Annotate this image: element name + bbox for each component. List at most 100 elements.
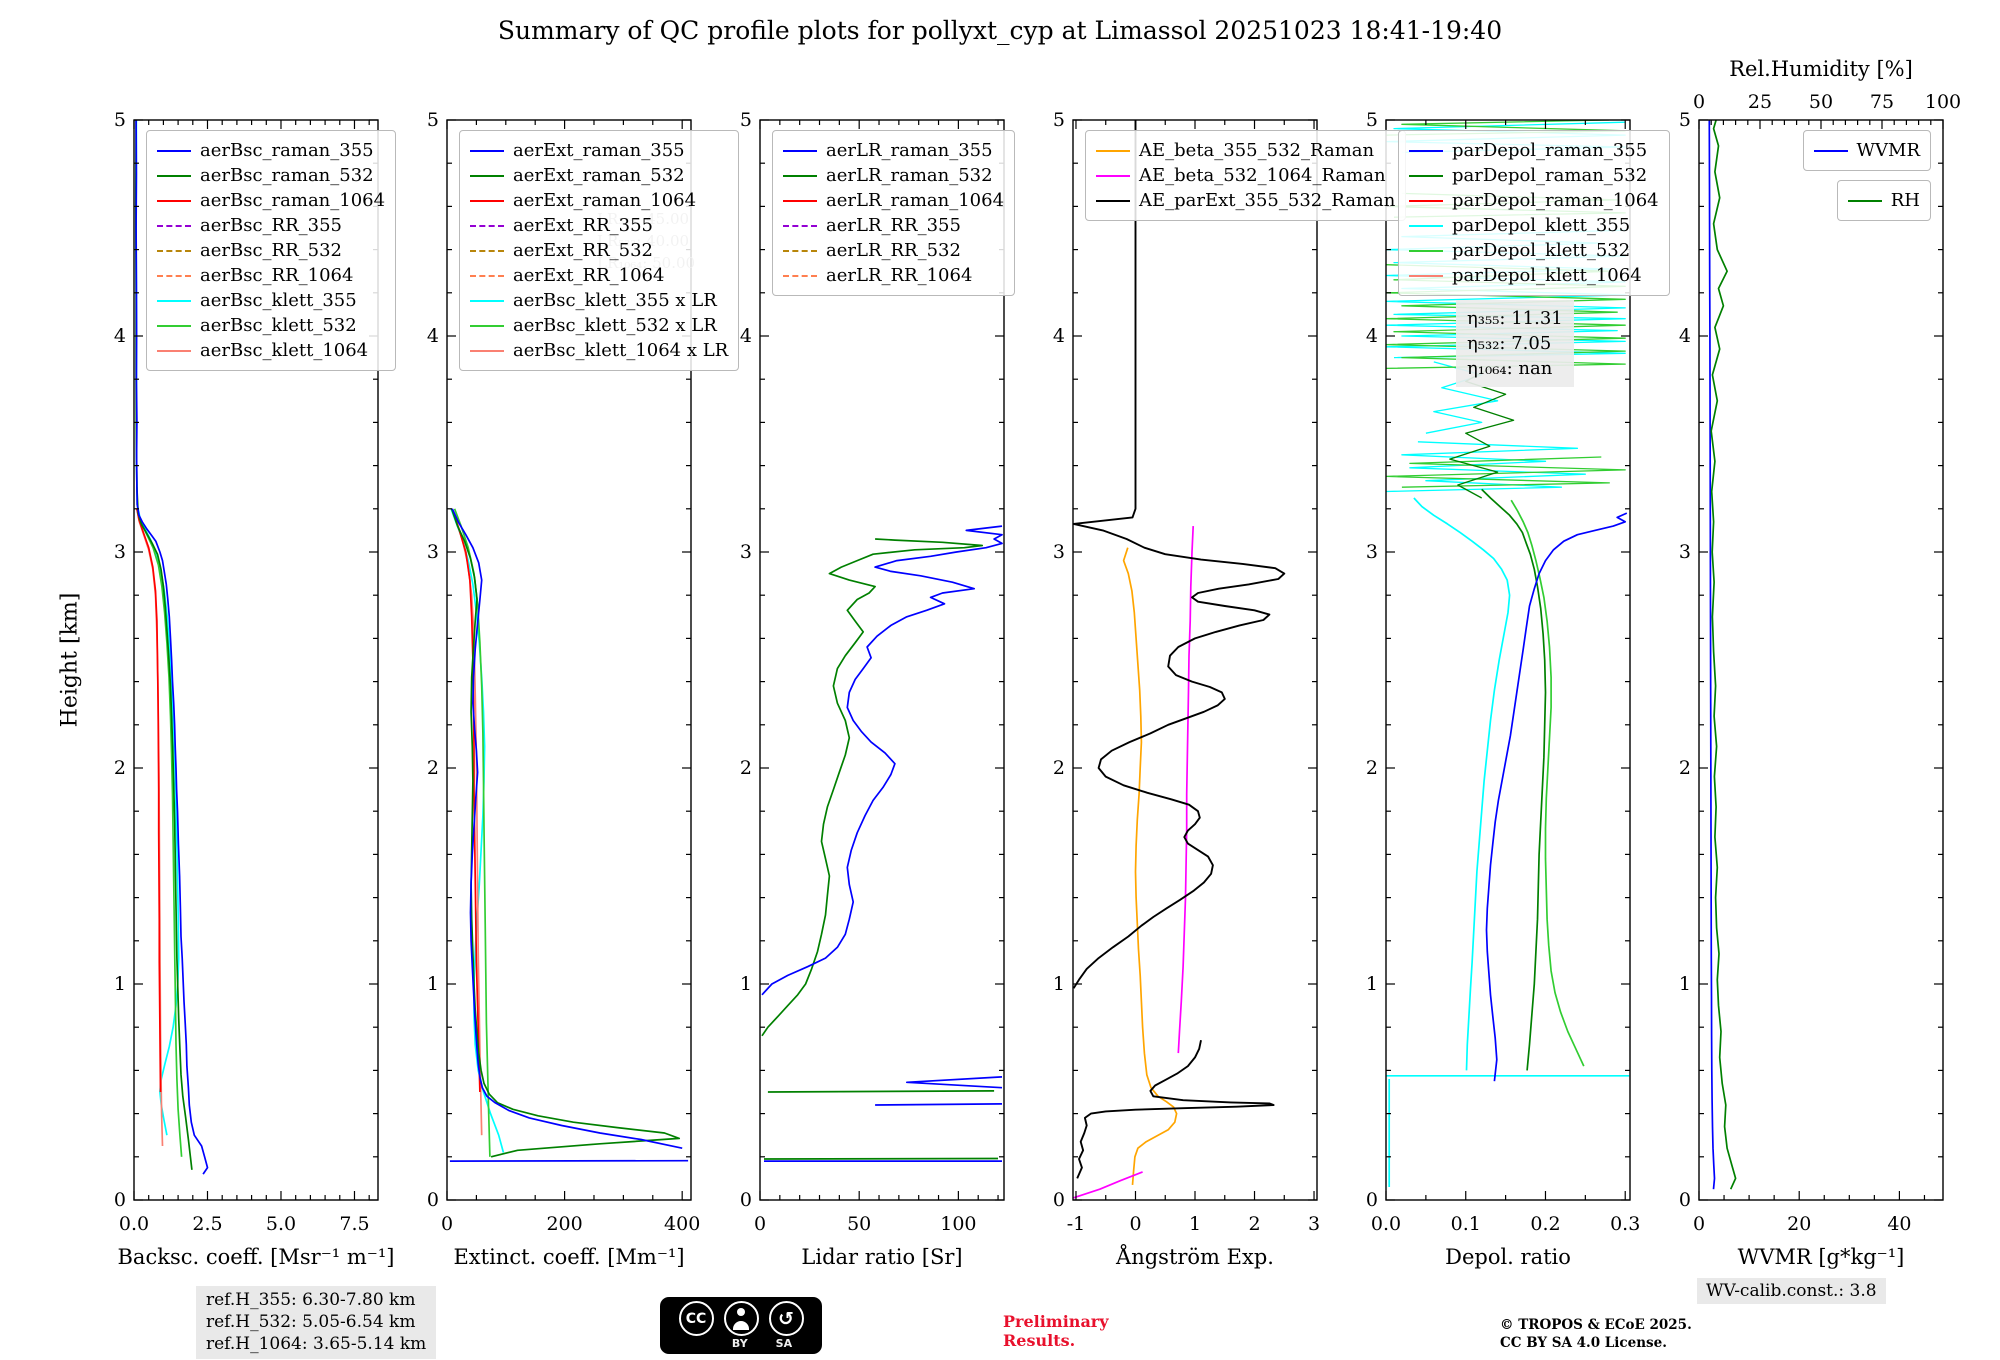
legend-extinction: aerExt_raman_355 aerExt_raman_532 aerExt_r… [459, 130, 740, 371]
svg-text:4: 4 [740, 325, 752, 347]
copyright-note: © TROPOS & ECoE 2025. CC BY SA 4.0 Licen… [1500, 1316, 1692, 1352]
legend-entry: WVMR [1813, 140, 1920, 161]
svg-text:0.0: 0.0 [119, 1213, 149, 1235]
legend-entry: aerBsc_RR_532 [157, 240, 385, 261]
svg-text:50: 50 [847, 1213, 871, 1235]
svg-text:1: 1 [427, 973, 439, 995]
svg-text:0: 0 [754, 1213, 766, 1235]
legend-entry: aerLR_raman_532 [783, 165, 1004, 186]
panel-lidar_ratio-axes [759, 119, 1005, 1201]
svg-text:Ångström Exp.: Ångström Exp. [1115, 1244, 1274, 1269]
legend-entry: aerExt_RR_355 [470, 215, 728, 236]
curve-parDepol_raman_532_noise [1449, 367, 1515, 499]
preliminary-line-2: Results. [1003, 1331, 1076, 1351]
curve-aerExt_raman_1064 [452, 512, 481, 1093]
legend-label: aerExt_raman_532 [513, 165, 685, 186]
cc-license-badge: CC ↺ BY SA [660, 1297, 822, 1354]
legend-line-sample [470, 149, 504, 152]
svg-text:75: 75 [1870, 91, 1894, 113]
legend-entry: parDepol_raman_1064 [1409, 190, 1659, 211]
cc-by-person-icon [723, 1301, 759, 1336]
legend-entry: parDepol_klett_1064 [1409, 265, 1659, 286]
legend-water_vapor-wvmr: WVMR [1802, 130, 1931, 171]
svg-text:5: 5 [1053, 109, 1065, 131]
legend-line-sample [1096, 149, 1130, 152]
legend-line-sample [783, 174, 817, 177]
svg-text:2: 2 [1053, 757, 1065, 779]
legend-line-sample [157, 174, 191, 177]
cc-icon-row: CC ↺ [678, 1301, 804, 1336]
legend-entry: parDepol_raman_355 [1409, 140, 1659, 161]
legend-label: aerBsc_raman_355 [200, 140, 374, 161]
legend-line-sample [1096, 174, 1130, 177]
legend-line-sample [470, 299, 504, 302]
curve-parDepol_raman_355 [1485, 512, 1628, 1082]
legend-line-sample [470, 199, 504, 202]
svg-text:100: 100 [940, 1213, 976, 1235]
legend-line-sample [157, 349, 191, 352]
curve-AE_beta_532_1064_Raman [1073, 1171, 1143, 1199]
panel-angstrom_exponent-axes [1072, 119, 1318, 1201]
svg-text:2: 2 [427, 757, 439, 779]
svg-text:Backsc. coeff. [Msr⁻¹ m⁻¹]: Backsc. coeff. [Msr⁻¹ m⁻¹] [118, 1245, 395, 1269]
svg-text:5.0: 5.0 [266, 1213, 296, 1235]
legend-line-sample [1813, 149, 1848, 152]
svg-text:-1: -1 [1067, 1213, 1086, 1235]
legend-label: aerBsc_klett_532 x LR [513, 315, 717, 336]
svg-text:2: 2 [740, 757, 752, 779]
panel-depolarization-curves [1386, 120, 1630, 1187]
legend-label: parDepol_klett_532 [1452, 240, 1631, 261]
copyright-line-2: CC BY SA 4.0 License. [1500, 1335, 1667, 1352]
svg-text:1: 1 [1053, 973, 1065, 995]
legend-label: aerLR_raman_532 [826, 165, 993, 186]
legend-line-sample [157, 199, 191, 202]
panel-backscatter-labels: 0 1 2 3 4 5 0.0 2.5 5.0 7.5 Backsc. coeff. [Msr⁻¹ … [114, 109, 395, 1269]
legend-label: aerBsc_klett_355 [200, 290, 357, 311]
svg-text:Depol. ratio: Depol. ratio [1445, 1245, 1571, 1269]
legend-entry: aerExt_RR_532 [470, 240, 728, 261]
legend-entry: AE_parExt_355_532_Raman [1096, 190, 1395, 211]
legend-entry: aerBsc_klett_1064 [157, 340, 385, 361]
curve-aerLR_raman_532 [763, 1157, 999, 1160]
legend-entry: RH [1847, 190, 1920, 211]
svg-text:1: 1 [740, 973, 752, 995]
legend-line-sample [1409, 274, 1443, 277]
svg-text:4: 4 [1366, 325, 1378, 347]
legend-label: parDepol_raman_532 [1452, 165, 1648, 186]
legend-label: parDepol_raman_1064 [1452, 190, 1659, 211]
legend-label: aerLR_raman_1064 [826, 190, 1005, 211]
svg-text:Lidar ratio [Sr]: Lidar ratio [Sr] [801, 1245, 962, 1269]
legend-line-sample [157, 224, 191, 227]
panel-depolarization-labels: 0 1 2 3 4 5 0.0 0.1 0.2 0.3 Depol. ratio [1366, 109, 1640, 1269]
curve-aerBsc_raman_1064 [136, 508, 162, 1093]
legend-line-sample [1409, 224, 1443, 227]
svg-text:0: 0 [1366, 1189, 1378, 1211]
person-body-shape [733, 1321, 749, 1330]
legend-line-sample [470, 174, 504, 177]
curve-aerLR_raman_532 [761, 538, 984, 1037]
legend-label: aerLR_raman_355 [826, 140, 993, 161]
figure-title: Summary of QC profile plots for pollyxt_… [497, 16, 1503, 45]
svg-text:1: 1 [1189, 1213, 1201, 1235]
curve-aerLR_raman_355 [875, 1103, 1003, 1106]
panel-angstrom_exponent-curves [1073, 120, 1286, 1199]
curve-RH [1710, 120, 1737, 1190]
legend-entry: aerBsc_klett_532 [157, 315, 385, 336]
panel-extinction-axes [446, 119, 692, 1201]
copyright-line-1: © TROPOS & ECoE 2025. [1500, 1317, 1692, 1333]
legend-line-sample [157, 324, 191, 327]
svg-text:3: 3 [1053, 541, 1065, 563]
preliminary-line-1: Preliminary [1003, 1312, 1109, 1331]
legend-entry: aerLR_raman_1064 [783, 190, 1004, 211]
svg-text:0.0: 0.0 [1371, 1213, 1401, 1235]
legend-label: aerBsc_RR_1064 [200, 265, 354, 286]
ref-h-532-text: ref.H_532: 5.05-6.54 km [206, 1311, 416, 1332]
panel-backscatter-axes [133, 119, 379, 1201]
curve-aerLR_raman_355 [905, 1076, 1003, 1089]
legend-backscatter: aerBsc_raman_355 aerBsc_raman_532 aerBsc_r… [146, 130, 397, 371]
cc-logo-text: CC [685, 1310, 707, 1327]
legend-label: aerBsc_klett_1064 [200, 340, 369, 361]
legend-entry: aerLR_RR_532 [783, 240, 1004, 261]
svg-text:0.3: 0.3 [1610, 1213, 1640, 1235]
